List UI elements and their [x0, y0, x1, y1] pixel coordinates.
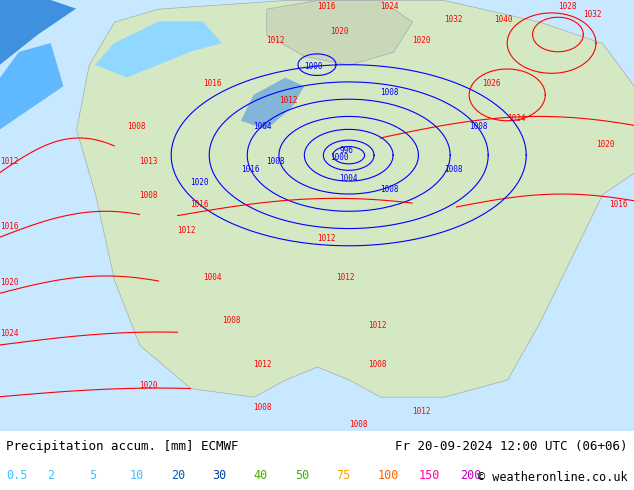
- Text: 1012: 1012: [266, 36, 285, 45]
- Text: Fr 20-09-2024 12:00 UTC (06+06): Fr 20-09-2024 12:00 UTC (06+06): [395, 440, 628, 453]
- Text: 1028: 1028: [558, 1, 576, 11]
- Text: 1008: 1008: [127, 122, 145, 131]
- Text: 1016: 1016: [0, 221, 18, 230]
- Text: 30: 30: [212, 469, 226, 482]
- Text: 1008: 1008: [222, 317, 240, 325]
- Text: 150: 150: [418, 469, 440, 482]
- Text: 2: 2: [48, 469, 55, 482]
- Text: 200: 200: [460, 469, 481, 482]
- Text: 10: 10: [130, 469, 144, 482]
- Text: 1016: 1016: [190, 200, 209, 209]
- Text: 75: 75: [336, 469, 350, 482]
- Text: Precipitation accum. [mm] ECMWF: Precipitation accum. [mm] ECMWF: [6, 440, 239, 453]
- Text: 1004: 1004: [339, 174, 358, 183]
- Text: 1000: 1000: [330, 152, 348, 162]
- Text: 1020: 1020: [596, 140, 614, 148]
- Text: 1008: 1008: [444, 166, 462, 174]
- Text: 1020: 1020: [0, 278, 18, 287]
- Text: 1000: 1000: [304, 62, 323, 71]
- Text: 1016: 1016: [609, 200, 627, 209]
- Text: 1024: 1024: [0, 329, 18, 338]
- Text: 1012: 1012: [317, 235, 335, 244]
- Text: 1012: 1012: [0, 157, 18, 166]
- Text: 1020: 1020: [412, 36, 430, 45]
- Text: 1016: 1016: [203, 79, 221, 88]
- Text: 1008: 1008: [349, 420, 367, 429]
- Text: 1020: 1020: [330, 27, 348, 36]
- Text: 1008: 1008: [368, 360, 386, 368]
- Text: 50: 50: [295, 469, 309, 482]
- Text: 0.5: 0.5: [6, 469, 28, 482]
- Text: 996: 996: [339, 146, 353, 155]
- Text: 1013: 1013: [139, 157, 158, 166]
- Text: 20: 20: [171, 469, 185, 482]
- Text: 40: 40: [254, 469, 268, 482]
- Text: 5: 5: [89, 469, 96, 482]
- Text: 1012: 1012: [254, 360, 272, 368]
- Text: 1008: 1008: [469, 122, 488, 131]
- Text: 1012: 1012: [279, 97, 297, 105]
- Text: 1040: 1040: [495, 15, 513, 24]
- Text: 1008: 1008: [139, 192, 158, 200]
- Text: 1008: 1008: [266, 157, 285, 166]
- Text: 1012: 1012: [178, 226, 196, 235]
- Text: 100: 100: [377, 469, 399, 482]
- Text: 1008: 1008: [380, 185, 399, 194]
- Text: 1032: 1032: [444, 15, 462, 24]
- Text: 1032: 1032: [583, 10, 602, 19]
- Text: 1008: 1008: [254, 403, 272, 412]
- Text: 1020: 1020: [190, 178, 209, 187]
- Text: 1016: 1016: [241, 166, 259, 174]
- Text: 1020: 1020: [139, 381, 158, 390]
- Text: 1012: 1012: [336, 273, 354, 282]
- Text: 1008: 1008: [380, 88, 399, 97]
- Text: 1024: 1024: [380, 1, 399, 11]
- Text: 1024: 1024: [507, 114, 526, 122]
- Text: © weatheronline.co.uk: © weatheronline.co.uk: [478, 471, 628, 484]
- Text: 1026: 1026: [482, 79, 500, 88]
- Text: 1012: 1012: [368, 321, 386, 330]
- Text: 1016: 1016: [317, 1, 335, 11]
- Text: 1012: 1012: [412, 407, 430, 416]
- Text: 1004: 1004: [203, 273, 221, 282]
- Text: 1004: 1004: [254, 122, 272, 131]
